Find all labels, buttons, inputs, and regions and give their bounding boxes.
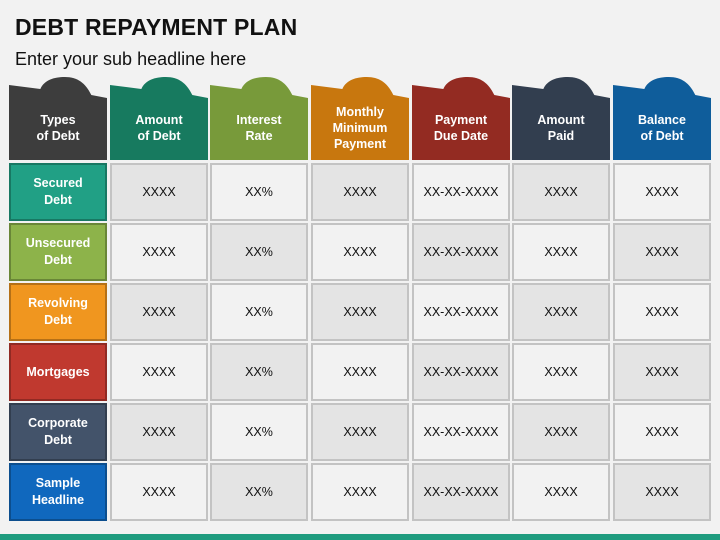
- column-header-label: Amount Paid: [537, 112, 585, 143]
- row-label: Sample Headline: [9, 463, 107, 521]
- column-header-label: Payment Due Date: [433, 112, 489, 143]
- row-label: Corporate Debt: [9, 403, 107, 461]
- table-cell: XX%: [210, 283, 308, 341]
- table-cell: XXXX: [110, 163, 208, 221]
- table-cell: XXXX: [110, 343, 208, 401]
- table-cell: XXXX: [110, 283, 208, 341]
- table-cell: XX-XX-XXXX: [412, 403, 510, 461]
- column-header-label: Amount of Debt: [135, 112, 183, 143]
- column-header: Monthly Minimum Payment: [311, 77, 409, 160]
- table-cell: XX-XX-XXXX: [412, 163, 510, 221]
- table-cell: XXXX: [110, 403, 208, 461]
- table-cell: XXXX: [512, 403, 610, 461]
- header-tab-shape: [512, 77, 610, 160]
- table-cell: XX-XX-XXXX: [412, 463, 510, 521]
- table-cell: XX%: [210, 403, 308, 461]
- page-title: DEBT REPAYMENT PLAN: [15, 14, 298, 40]
- header-tab-shape: [9, 77, 107, 160]
- table-cell: XX-XX-XXXX: [412, 343, 510, 401]
- column-header-label: Monthly Minimum Payment: [332, 104, 388, 151]
- header-tab-shape: [110, 77, 208, 160]
- row-label: Mortgages: [9, 343, 107, 401]
- table-cell: XX%: [210, 163, 308, 221]
- column-header-label: Types of Debt: [36, 112, 80, 143]
- row-label: Unsecured Debt: [9, 223, 107, 281]
- table-cell: XX%: [210, 463, 308, 521]
- table-cell: XXXX: [512, 283, 610, 341]
- table-cell: XX%: [210, 223, 308, 281]
- table-cell: XXXX: [512, 463, 610, 521]
- table-cell: XXXX: [512, 163, 610, 221]
- table-cell: XXXX: [613, 223, 711, 281]
- column-header-label: Balance of Debt: [638, 112, 686, 143]
- row-label: Secured Debt: [9, 163, 107, 221]
- table-cell: XXXX: [512, 343, 610, 401]
- table-cell: XXXX: [613, 403, 711, 461]
- table-cell: XXXX: [311, 223, 409, 281]
- table-cell: XX-XX-XXXX: [412, 223, 510, 281]
- column-header: Balance of Debt: [613, 77, 711, 160]
- column-header: Types of Debt: [9, 77, 107, 160]
- header-tab-shape: [412, 77, 510, 160]
- page-subtitle: Enter your sub headline here: [15, 49, 247, 69]
- table-cell: XXXX: [311, 403, 409, 461]
- table-cell: XXXX: [613, 343, 711, 401]
- column-header-label: Interest Rate: [236, 112, 282, 143]
- table-cell: XXXX: [613, 163, 711, 221]
- table-cell: XXXX: [512, 223, 610, 281]
- table-cell: XX-XX-XXXX: [412, 283, 510, 341]
- table-cell: XXXX: [110, 463, 208, 521]
- table-cell: XXXX: [311, 343, 409, 401]
- row-label: Revolving Debt: [9, 283, 107, 341]
- column-header: Amount Paid: [512, 77, 610, 160]
- table-cell: XXXX: [110, 223, 208, 281]
- column-header: Amount of Debt: [110, 77, 208, 160]
- header-tab-shape: [210, 77, 308, 160]
- table-cell: XXXX: [311, 163, 409, 221]
- table-cell: XXXX: [613, 463, 711, 521]
- table-cell: XXXX: [311, 463, 409, 521]
- header-tab-shape: [613, 77, 711, 160]
- column-header: Payment Due Date: [412, 77, 510, 160]
- column-header: Interest Rate: [210, 77, 308, 160]
- table-cell: XXXX: [311, 283, 409, 341]
- table-cell: XXXX: [613, 283, 711, 341]
- bottom-accent-bar: [0, 534, 720, 540]
- table-cell: XX%: [210, 343, 308, 401]
- header-tab-shape: [311, 77, 409, 160]
